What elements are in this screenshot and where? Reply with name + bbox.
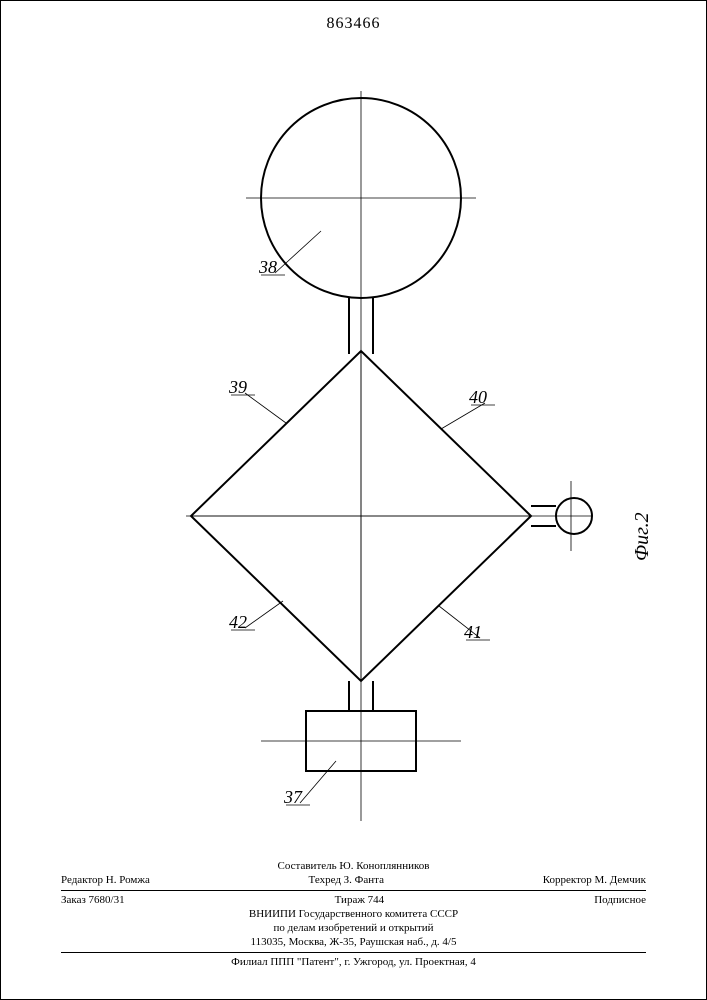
patent-number: 863466 [1, 15, 706, 33]
figure-svg [71, 61, 631, 841]
footer-row1: Редактор Н. Ромжа Техред З. Фанта Коррек… [61, 873, 646, 887]
footer-editor: Редактор Н. Ромжа [61, 873, 150, 887]
page: 863466 38 39 40 41 42 37 Фиг.2 Составите… [0, 0, 707, 1000]
footer-corrector: Корректор М. Демчик [543, 873, 646, 887]
footer: Составитель Ю. Коноплянников Редактор Н.… [61, 859, 646, 969]
footer-rule-1 [61, 890, 646, 891]
footer-sub: Подписное [594, 893, 646, 907]
footer-tirazh: Тираж 744 [335, 893, 385, 907]
footer-org2: по делам изобретений и открытий [61, 921, 646, 935]
figure-area: 38 39 40 41 42 37 Фиг.2 [71, 61, 631, 841]
footer-tech: Техред З. Фанта [309, 873, 384, 887]
footer-row2: Заказ 7680/31 Тираж 744 Подписное [61, 893, 646, 907]
footer-compiler: Составитель Ю. Коноплянников [61, 859, 646, 873]
footer-org1: ВНИИПИ Государственного комитета СССР [61, 907, 646, 921]
footer-addr: 113035, Москва, Ж-35, Раушская наб., д. … [61, 935, 646, 949]
footer-branch: Филиал ППП "Патент", г. Ужгород, ул. Про… [61, 955, 646, 969]
footer-order: Заказ 7680/31 [61, 893, 125, 907]
label-39: 39 [229, 377, 247, 398]
footer-rule-2 [61, 952, 646, 953]
label-37: 37 [284, 787, 302, 808]
label-40: 40 [469, 387, 487, 408]
label-41: 41 [464, 622, 482, 643]
label-38: 38 [259, 257, 277, 278]
figure-caption: Фиг.2 [631, 512, 654, 561]
label-42: 42 [229, 612, 247, 633]
